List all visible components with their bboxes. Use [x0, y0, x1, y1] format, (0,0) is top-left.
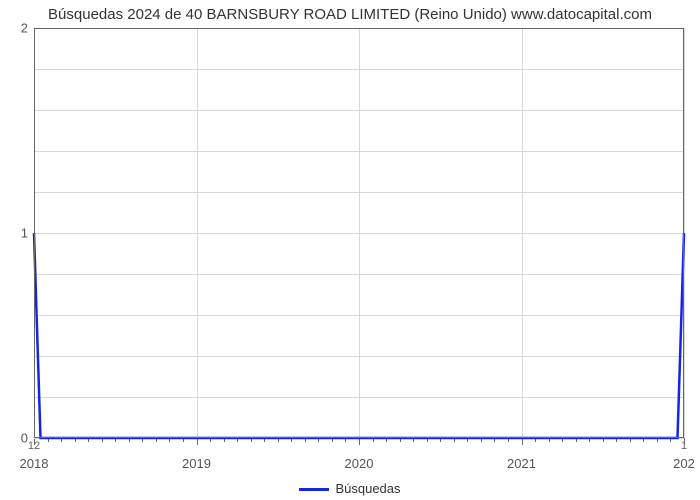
series-line: [34, 233, 684, 438]
plot-area: 2018201920202021202121012: [34, 28, 684, 438]
x-axis-label: 2019: [182, 456, 211, 471]
legend-swatch: [299, 488, 329, 491]
x-axis-label: 2021: [507, 456, 536, 471]
x-axis-label: 2018: [20, 456, 49, 471]
x-month-label: 12: [28, 440, 40, 452]
legend: Búsquedas: [0, 481, 700, 496]
line-layer: [34, 28, 684, 438]
chart-title: Búsquedas 2024 de 40 BARNSBURY ROAD LIMI…: [0, 6, 700, 23]
chart-container: Búsquedas 2024 de 40 BARNSBURY ROAD LIMI…: [0, 0, 700, 500]
x-axis-label: 202: [673, 456, 695, 471]
x-axis-label: 2020: [345, 456, 374, 471]
y-axis-label: 0: [21, 431, 28, 446]
x-month-label: 1: [681, 440, 687, 452]
y-axis-label: 2: [21, 21, 28, 36]
grid-line-vertical: [684, 28, 685, 438]
y-axis-label: 1: [21, 226, 28, 241]
legend-label: Búsquedas: [335, 481, 400, 496]
